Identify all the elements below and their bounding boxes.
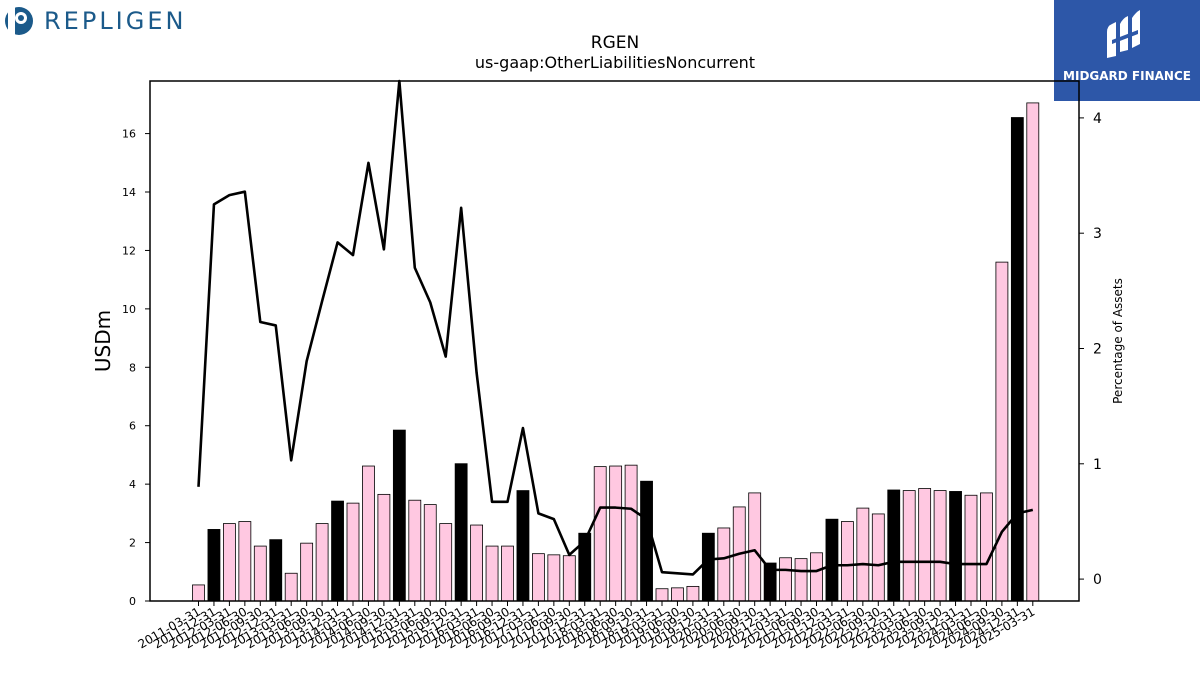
bar	[1026, 102, 1040, 602]
line-series	[197, 79, 1034, 576]
y-axis-left: 0 2 4 6 8 10 12 14 16	[122, 128, 150, 608]
bar	[300, 542, 314, 602]
bar	[392, 429, 406, 602]
bar	[671, 587, 684, 602]
bar	[423, 504, 437, 602]
bar	[485, 545, 499, 602]
repligen-logo: REPLIGEN	[4, 4, 186, 38]
y-tick-label: 6	[129, 420, 136, 433]
y2-tick-label: 1	[1093, 457, 1102, 473]
bar	[980, 492, 993, 602]
bar	[192, 584, 205, 602]
y2-tick-label: 3	[1093, 226, 1102, 242]
bar	[470, 524, 484, 602]
bar	[779, 557, 792, 602]
y-tick-label: 10	[122, 303, 136, 316]
bar	[949, 491, 962, 602]
bar	[871, 513, 885, 602]
y-tick-label: 4	[129, 478, 136, 491]
bar	[315, 523, 329, 602]
bar	[686, 585, 700, 602]
bar	[810, 552, 823, 602]
bar	[609, 465, 623, 602]
bar	[346, 502, 360, 602]
bar	[964, 494, 978, 602]
y2-axis-label: Percentage of Assets	[1111, 278, 1125, 404]
bar	[902, 490, 916, 602]
bar	[532, 553, 545, 602]
bar	[238, 521, 252, 602]
bar	[408, 499, 422, 602]
bar	[222, 523, 236, 602]
bar	[269, 539, 283, 602]
y-tick-label: 14	[122, 186, 136, 199]
chart-title: RGEN	[591, 33, 639, 53]
bar	[516, 490, 530, 602]
bar	[562, 555, 576, 602]
bar	[207, 529, 221, 602]
bar	[701, 532, 715, 602]
bar	[362, 465, 375, 602]
bar	[624, 464, 638, 602]
bar	[1010, 117, 1024, 602]
bar	[640, 480, 653, 602]
plot-frame	[149, 80, 1080, 602]
bar	[918, 488, 932, 602]
y2-tick-label: 0	[1093, 572, 1102, 588]
bar	[439, 523, 453, 602]
bar	[284, 572, 298, 602]
bar	[377, 493, 391, 602]
y-axis-right: 0 1 2 3 4	[1079, 111, 1102, 588]
bar	[841, 521, 854, 602]
bar	[331, 500, 344, 602]
bar	[995, 261, 1009, 602]
midgard-logo-text: MIDGARD FINANCE	[1063, 69, 1191, 83]
line-path	[197, 79, 1034, 576]
bar	[887, 489, 901, 602]
y-tick-label: 0	[129, 595, 136, 608]
bar	[501, 545, 514, 602]
bar	[655, 588, 669, 602]
bar	[717, 527, 731, 602]
y-tick-label: 8	[129, 361, 136, 374]
y-axis-label: USDm	[91, 310, 115, 372]
bar	[547, 554, 561, 602]
x-axis: 2011-03-312011-12-312012-03-312012-06-30…	[136, 601, 1037, 651]
bar	[454, 463, 468, 602]
y-tick-label: 16	[122, 128, 136, 141]
bar	[825, 518, 839, 602]
bar	[253, 545, 267, 602]
bar-series	[192, 102, 1040, 602]
bar	[593, 466, 607, 602]
y2-tick-label: 4	[1093, 111, 1102, 127]
bar	[933, 490, 947, 602]
repligen-logo-mark	[5, 7, 33, 37]
midgard-logo-mark	[1107, 10, 1140, 58]
repligen-logo-text: REPLIGEN	[44, 7, 187, 35]
bar	[856, 507, 870, 602]
bar	[748, 492, 762, 602]
bar	[794, 558, 808, 602]
chart-subtitle: us-gaap:OtherLiabilitiesNoncurrent	[475, 53, 755, 72]
y2-tick-label: 2	[1093, 341, 1102, 357]
y-tick-label: 12	[122, 244, 136, 257]
midgard-finance-logo: MIDGARD FINANCE	[1054, 0, 1200, 101]
y-tick-label: 2	[129, 537, 136, 550]
